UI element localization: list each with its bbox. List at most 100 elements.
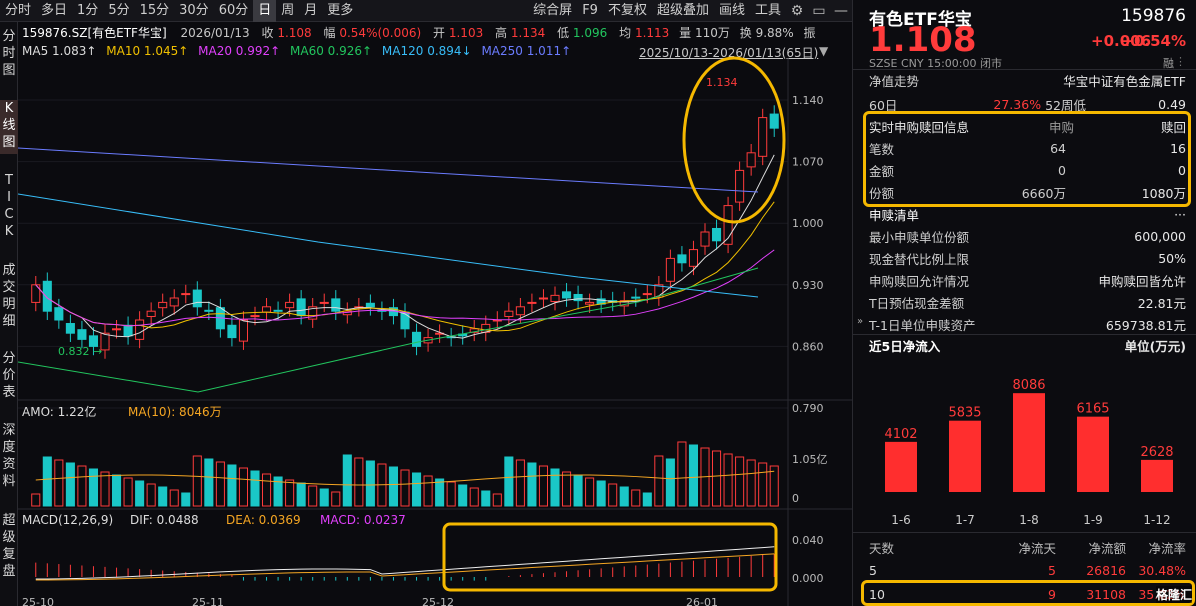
- quote-date: 2026/01/13: [180, 26, 250, 40]
- nav-replay[interactable]: 超级复盘: [2, 513, 16, 579]
- flow-title: 近5日净流入: [869, 338, 941, 354]
- volume-bar: [562, 471, 572, 507]
- nav-fenshi[interactable]: 分时图: [2, 29, 16, 78]
- low-label: 低: [557, 26, 570, 40]
- volume-bar: [169, 489, 179, 507]
- volume-bar: [550, 468, 560, 507]
- candle-body: [112, 328, 122, 331]
- dots-icon[interactable]: ⋮: [1175, 55, 1186, 68]
- candle-body: [735, 169, 745, 203]
- toolbar-right-3[interactable]: 超级叠加: [656, 2, 709, 18]
- candle-body: [250, 315, 260, 318]
- flow-category: 1-7: [955, 513, 975, 527]
- highlight-circle: [682, 56, 786, 224]
- period-6[interactable]: 60分: [218, 2, 249, 18]
- ma20-line: [35, 249, 775, 327]
- period-10[interactable]: 更多: [327, 2, 354, 18]
- volume-bar: [400, 469, 410, 507]
- period-7[interactable]: 日: [253, 0, 277, 22]
- pct-change: +0.54%: [1121, 32, 1186, 50]
- period-1[interactable]: 多日: [41, 2, 68, 18]
- candle-body: [146, 310, 156, 317]
- candle-body: [88, 335, 99, 347]
- ma5-legend: MA5 1.083↑: [22, 44, 97, 58]
- candle-body: [365, 302, 375, 308]
- volume-bar: [112, 474, 122, 507]
- volume-bar: [354, 457, 364, 507]
- flow-unit: 单位(万元): [1124, 338, 1186, 354]
- period-5[interactable]: 30分: [179, 2, 209, 18]
- volume-bar: [146, 483, 156, 507]
- candle-body: [515, 306, 525, 316]
- flow-table-cell: 10: [869, 587, 885, 602]
- subs-col-redeem: 赎回: [1160, 119, 1186, 135]
- list-more-icon[interactable]: ···: [1174, 206, 1186, 222]
- ma120-line: [18, 193, 759, 298]
- candle-body: [181, 293, 191, 296]
- candle-body: [527, 301, 537, 304]
- list-title: 申赎清单: [869, 207, 920, 223]
- toolbar-right-5[interactable]: 工具: [754, 2, 781, 18]
- flow-bar-label: 4102: [884, 427, 917, 442]
- subs-col-buy: 申购: [1049, 119, 1075, 135]
- toolbar-right-0[interactable]: 综合屏: [533, 2, 573, 18]
- flow-bar-label: 8086: [1012, 378, 1045, 393]
- volume-bar: [250, 470, 260, 507]
- candle-body: [412, 331, 422, 347]
- candle-body: [308, 306, 318, 320]
- code-name: 159876.SZ[有色ETF华宝]: [22, 26, 167, 40]
- subs-buy: 6660万: [1021, 185, 1066, 201]
- list-row: 最小申赎单位份额 600,000: [869, 225, 1186, 247]
- macd-highlight-box: [442, 522, 778, 592]
- candle-body: [677, 254, 687, 264]
- macd-dea: DEA: 0.0369: [226, 513, 301, 527]
- candle-body: [331, 298, 341, 312]
- chg-value: 0.54%(0.006): [339, 26, 422, 40]
- exchange-status: SZSE CNY 15:00:00 闭市: [869, 57, 1002, 70]
- net-name: 华宝中证有色金属ETF: [1063, 73, 1186, 89]
- period-2[interactable]: 1分: [77, 2, 99, 18]
- subs-redeem: 1080万: [1141, 185, 1186, 201]
- period-0[interactable]: 分时: [5, 2, 32, 18]
- period-9[interactable]: 月: [304, 2, 318, 18]
- volume-bar: [181, 492, 191, 507]
- period-3[interactable]: 5分: [108, 2, 130, 18]
- margin-badge: 融: [1163, 57, 1174, 70]
- watermark-logo: 格隆汇: [1155, 586, 1192, 603]
- toolbar-right-4[interactable]: 画线: [718, 2, 745, 18]
- volume-bar: [665, 458, 675, 507]
- gear-icon[interactable]: ⚙: [790, 2, 804, 19]
- volume-bar: [492, 493, 502, 507]
- flow-category: 1-9: [1083, 513, 1103, 527]
- toolbar-right-1[interactable]: F9: [582, 2, 598, 18]
- vol-value: 110万: [694, 26, 730, 40]
- candle-body: [631, 296, 641, 299]
- dropdown-arrow-icon[interactable]: ▼: [819, 44, 829, 58]
- candle-body: [400, 311, 410, 330]
- list-value: 600,000: [1134, 228, 1186, 244]
- minimize-icon[interactable]: —: [834, 2, 848, 19]
- nav-depth[interactable]: 深度资料: [2, 423, 16, 489]
- candle-body: [77, 329, 87, 340]
- divider: [853, 532, 1196, 533]
- volume-bar: [423, 475, 433, 507]
- net-value-row[interactable]: 净值走势 华宝中证有色金属ETF: [869, 69, 1186, 91]
- volume-bar: [619, 486, 629, 507]
- ma10-legend: MA10 1.045↑: [106, 44, 189, 58]
- net-flow-bar-chart: 4102 1-6 5835 1-7 8086 1-8 6165 1-9 2628 1-12: [884, 378, 1173, 527]
- nav-price-table[interactable]: 分价表: [2, 351, 16, 400]
- nav-detail[interactable]: 成交明细: [2, 263, 16, 329]
- volume-bar: [758, 462, 768, 507]
- period-4[interactable]: 15分: [139, 2, 170, 18]
- price-tick: 1.070: [792, 156, 824, 169]
- layout-icon[interactable]: ▭: [812, 2, 826, 19]
- period-8[interactable]: 周: [281, 2, 295, 18]
- kline-chart-area[interactable]: 159876.SZ[有色ETF华宝] 2026/01/13 收 1.108 幅 …: [18, 22, 852, 606]
- toolbar-right-2[interactable]: 不复权: [607, 2, 647, 18]
- collapse-arrow-icon[interactable]: »: [857, 316, 864, 327]
- open-label: 开: [433, 26, 446, 40]
- flow-bar: [949, 420, 981, 492]
